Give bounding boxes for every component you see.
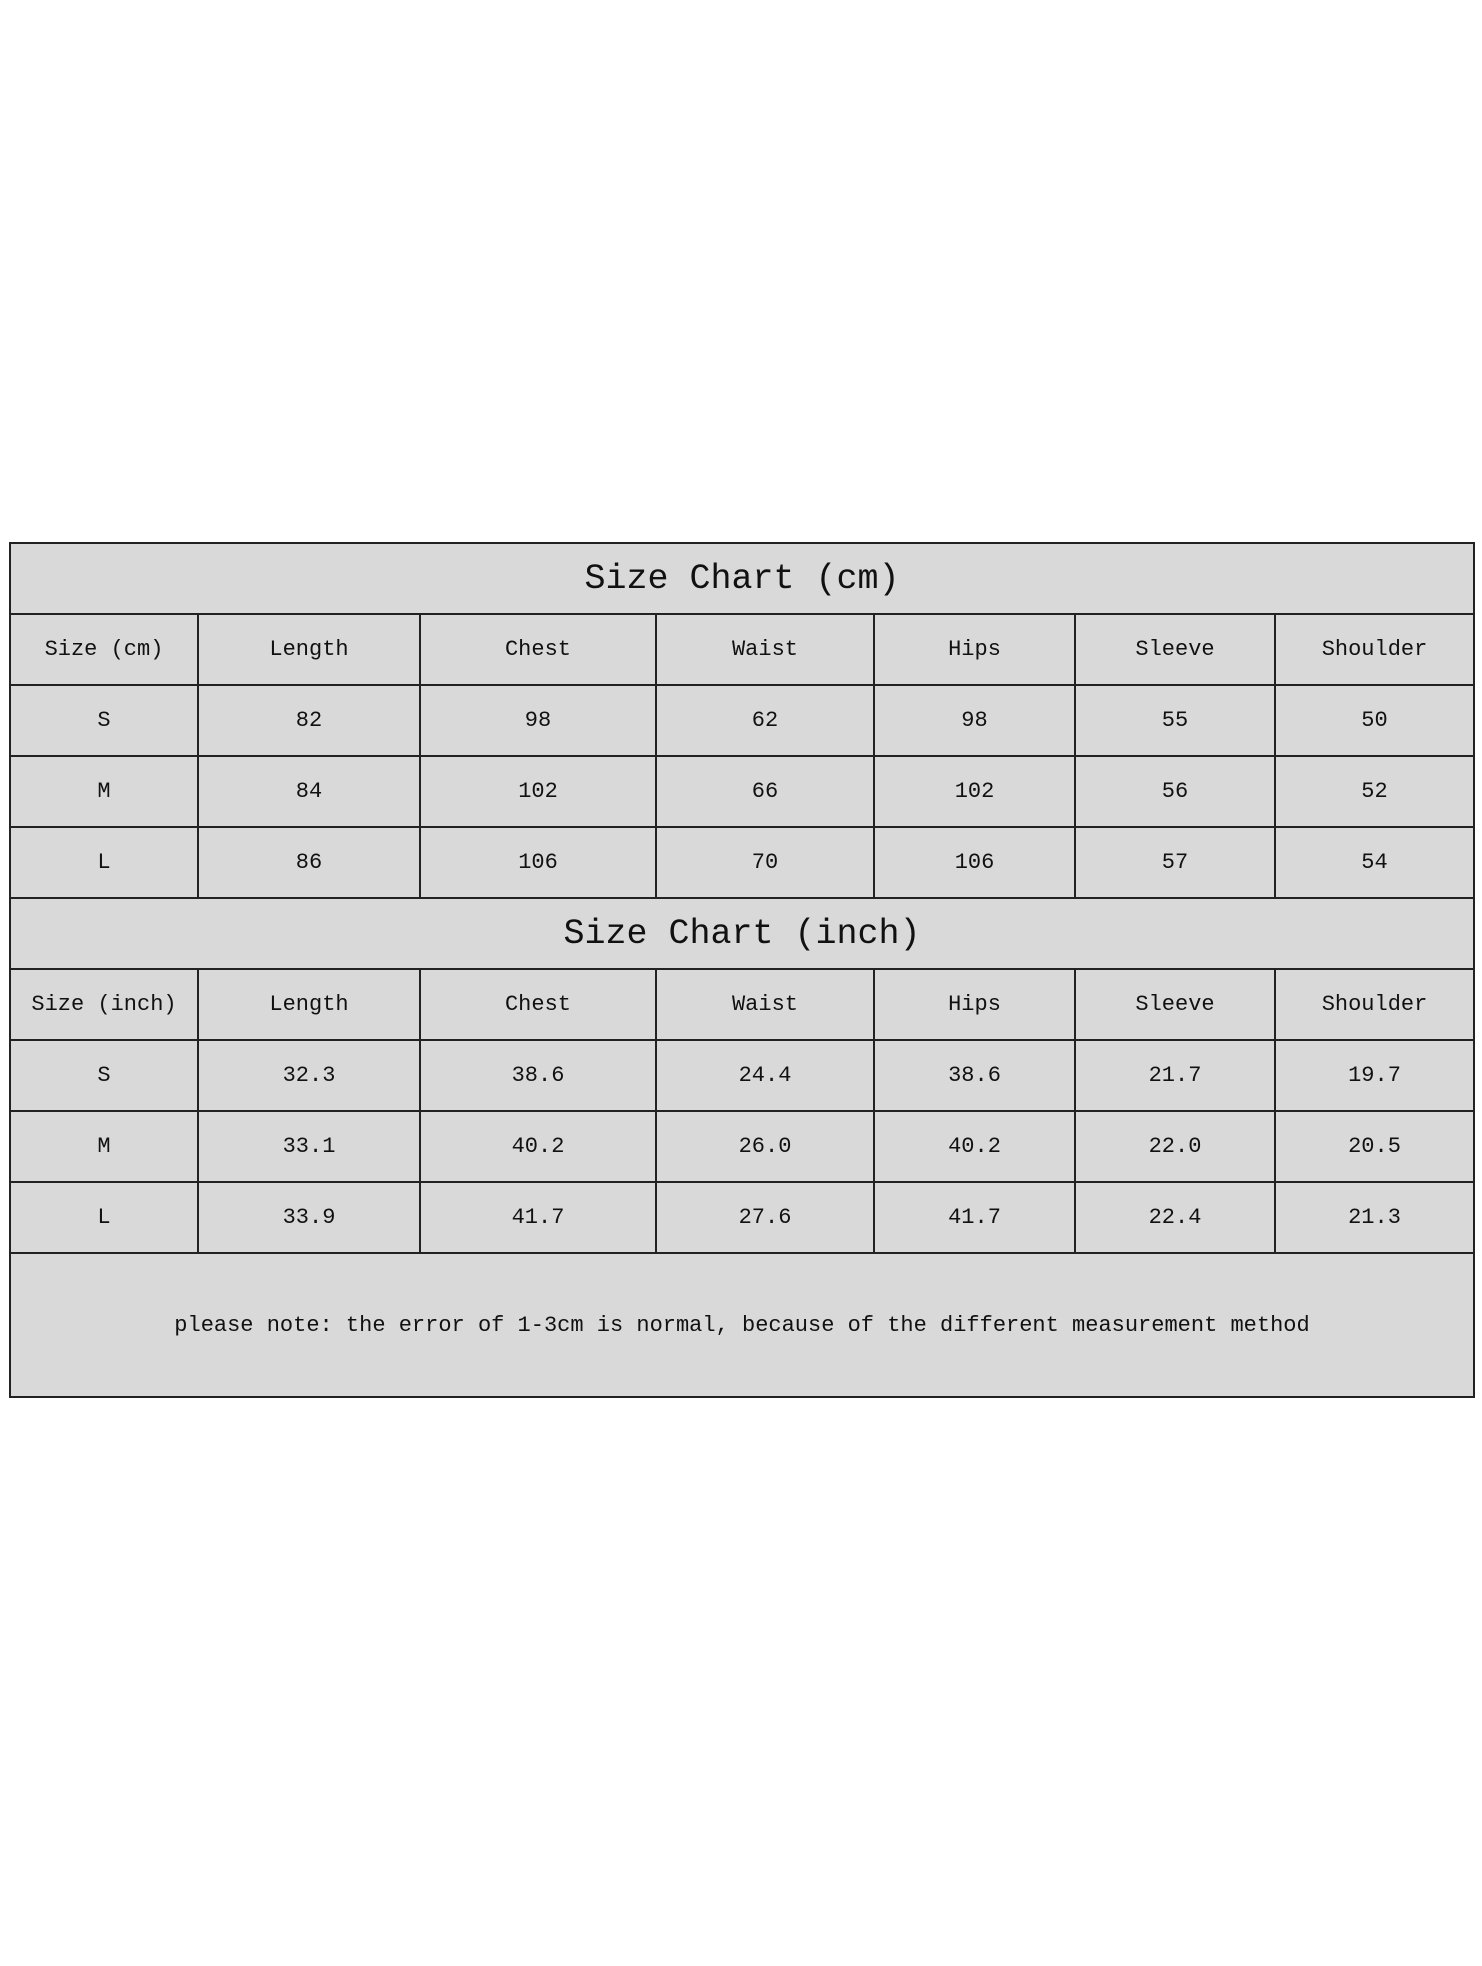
table-cell: 20.5 — [1274, 1110, 1475, 1183]
table-cell: 27.6 — [655, 1181, 875, 1254]
table-cell: 102 — [873, 755, 1076, 828]
table-cell: 22.4 — [1074, 1181, 1276, 1254]
column-header: Shoulder — [1274, 968, 1475, 1041]
column-header: Sleeve — [1074, 968, 1276, 1041]
column-header: Sleeve — [1074, 613, 1276, 686]
column-header: Chest — [419, 968, 657, 1041]
section-title: Size Chart (cm) — [9, 542, 1475, 615]
table-cell: 98 — [873, 684, 1076, 757]
table-cell: 82 — [197, 684, 421, 757]
table-cell: 32.3 — [197, 1039, 421, 1112]
table-cell: 40.2 — [419, 1110, 657, 1183]
table-cell: 70 — [655, 826, 875, 899]
table-cell: S — [9, 1039, 199, 1112]
table-row: S 32.3 38.6 24.4 38.6 21.7 19.7 — [9, 1039, 1475, 1112]
table-cell: 54 — [1274, 826, 1475, 899]
size-chart-table: Size Chart (cm) Size (cm) Length Chest Waist… — [9, 542, 1475, 1398]
column-header: Hips — [873, 613, 1076, 686]
column-header: Waist — [655, 613, 875, 686]
table-cell: 38.6 — [419, 1039, 657, 1112]
table-cell: M — [9, 755, 199, 828]
table-cell: 22.0 — [1074, 1110, 1276, 1183]
table-cell: 50 — [1274, 684, 1475, 757]
table-cell: 52 — [1274, 755, 1475, 828]
table-row: L 86 106 70 106 57 54 — [9, 826, 1475, 899]
table-cell: 21.3 — [1274, 1181, 1475, 1254]
header-row: Size (cm) Length Chest Waist Hips Sleeve Shoul… — [9, 613, 1475, 686]
table-cell: 98 — [419, 684, 657, 757]
table-row: M 84 102 66 102 56 52 — [9, 755, 1475, 828]
table-cell: 102 — [419, 755, 657, 828]
table-cell: L — [9, 1181, 199, 1254]
table-cell: 66 — [655, 755, 875, 828]
cm_table-title-row: Size Chart (cm) — [9, 542, 1475, 615]
table-cell: 84 — [197, 755, 421, 828]
table-cell: 24.4 — [655, 1039, 875, 1112]
column-header: Hips — [873, 968, 1076, 1041]
section-title: Size Chart (inch) — [9, 897, 1475, 970]
table-cell: 19.7 — [1274, 1039, 1475, 1112]
table-cell: 40.2 — [873, 1110, 1076, 1183]
table-cell: 26.0 — [655, 1110, 875, 1183]
table-row: M 33.1 40.2 26.0 40.2 22.0 20.5 — [9, 1110, 1475, 1183]
column-header: Size (cm) — [9, 613, 199, 686]
table-cell: 106 — [419, 826, 657, 899]
table-cell: 38.6 — [873, 1039, 1076, 1112]
table-cell: 41.7 — [873, 1181, 1076, 1254]
table-cell: 56 — [1074, 755, 1276, 828]
table-cell: 57 — [1074, 826, 1276, 899]
table-cell: 106 — [873, 826, 1076, 899]
header-row: Size (inch) Length Chest Waist Hips Sleeve Sho… — [9, 968, 1475, 1041]
column-header: Size (inch) — [9, 968, 199, 1041]
column-header: Length — [197, 968, 421, 1041]
table-cell: 41.7 — [419, 1181, 657, 1254]
table-cell: M — [9, 1110, 199, 1183]
table-cell: 86 — [197, 826, 421, 899]
table-cell: 33.9 — [197, 1181, 421, 1254]
inch_table-title-row: Size Chart (inch) — [9, 897, 1475, 970]
column-header: Waist — [655, 968, 875, 1041]
table-cell: 33.1 — [197, 1110, 421, 1183]
column-header: Shoulder — [1274, 613, 1475, 686]
table-cell: 62 — [655, 684, 875, 757]
table-cell: 21.7 — [1074, 1039, 1276, 1112]
note-row: please note: the error of 1-3cm is norma… — [9, 1252, 1475, 1398]
column-header: Length — [197, 613, 421, 686]
table-row: L 33.9 41.7 27.6 41.7 22.4 21.3 — [9, 1181, 1475, 1254]
table-cell: 55 — [1074, 684, 1276, 757]
column-header: Chest — [419, 613, 657, 686]
table-cell: L — [9, 826, 199, 899]
measurement-note: please note: the error of 1-3cm is norma… — [9, 1252, 1475, 1398]
table-row: S 82 98 62 98 55 50 — [9, 684, 1475, 757]
table-cell: S — [9, 684, 199, 757]
